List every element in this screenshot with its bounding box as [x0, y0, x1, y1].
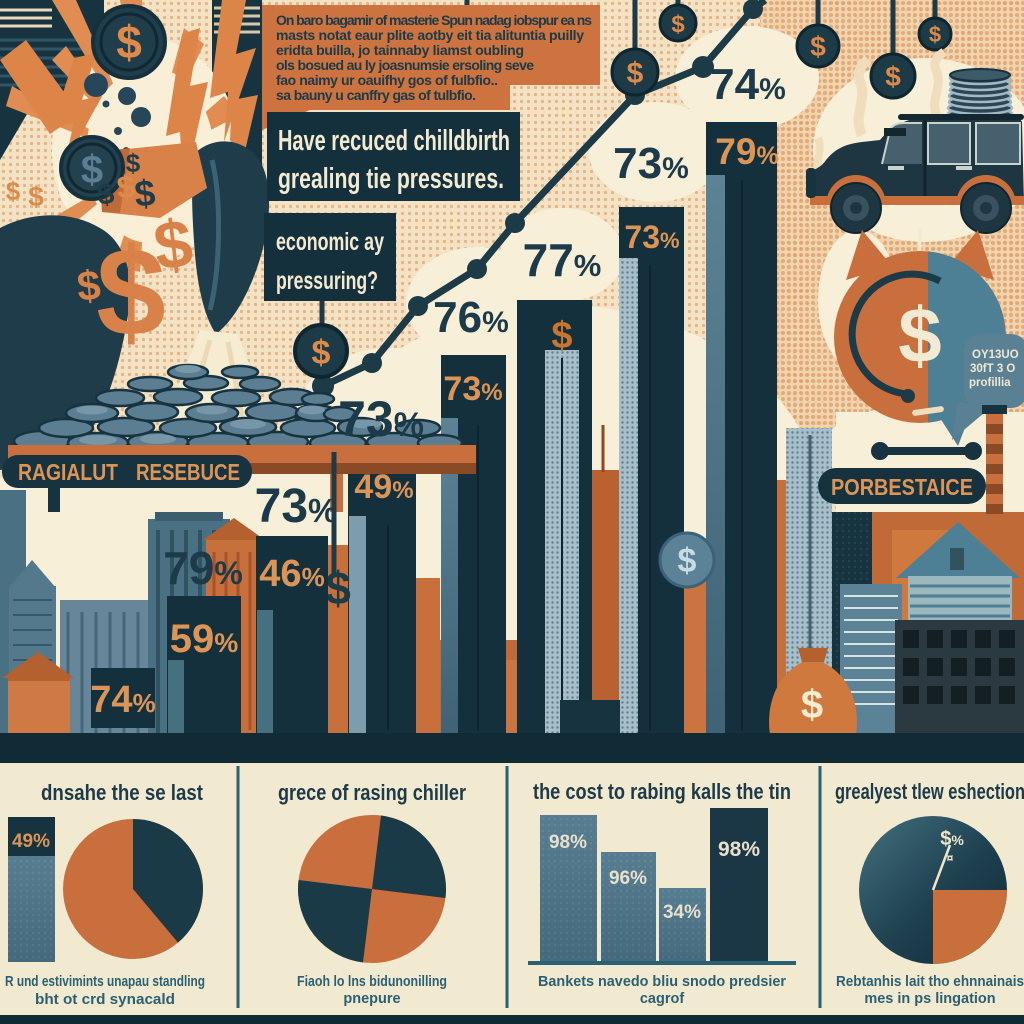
svg-text:$: $ — [885, 61, 901, 92]
svg-text:$: $ — [312, 334, 331, 372]
svg-text:79%: 79% — [715, 131, 778, 172]
svg-text:34%: 34% — [663, 902, 701, 923]
svg-text:$: $ — [115, 168, 137, 206]
svg-text:98%: 98% — [718, 838, 760, 861]
svg-text:eridta builla, jo tainnaby lia: eridta builla, jo tainnaby liamst oublin… — [276, 42, 524, 58]
svg-text:$: $ — [671, 11, 685, 38]
svg-text:Have recuced chilldbirth: Have recuced chilldbirth — [278, 125, 510, 157]
svg-text:$: $ — [75, 261, 102, 310]
svg-text:R und estivimints unapau stand: R und estivimints unapau standling — [5, 973, 205, 990]
svg-text:30fT 3 O: 30fT 3 O — [970, 363, 1015, 375]
svg-text:$: $ — [116, 16, 142, 68]
svg-text:98%: 98% — [549, 832, 587, 853]
svg-text:bht ot crd synacald: bht ot crd synacald — [35, 991, 175, 1008]
svg-text:ols bosued au ly joasnumsie er: ols bosued au ly joasnumsie ersoling sev… — [276, 57, 534, 73]
svg-text:49%: 49% — [12, 831, 50, 852]
svg-text:$: $ — [801, 683, 823, 727]
svg-text:$: $ — [810, 31, 826, 62]
svg-text:the cost to rabing kalls the t: the cost to rabing kalls the tin — [533, 779, 791, 804]
svg-text:$: $ — [81, 148, 103, 192]
svg-text:73%: 73% — [443, 370, 502, 408]
svg-text:pressuring?: pressuring? — [276, 267, 378, 295]
svg-text:RAGIALUT: RAGIALUT — [18, 459, 118, 485]
svg-text:$: $ — [6, 176, 21, 206]
svg-text:mes in ps lingation: mes in ps lingation — [864, 991, 995, 1007]
svg-text:$: $ — [929, 22, 941, 47]
svg-text:sa bauny u canffry gas of tulb: sa bauny u canffry gas of tulbfio. — [276, 87, 476, 103]
svg-text:Rebtanhis lait tho ehnnainais: Rebtanhis lait tho ehnnainais — [836, 973, 1024, 990]
svg-text:economic ay: economic ay — [276, 228, 384, 256]
svg-text:$: $ — [678, 542, 697, 580]
svg-text:RESEBUCE: RESEBUCE — [136, 459, 240, 485]
svg-text:grealing tie pressures.: grealing tie pressures. — [278, 163, 504, 195]
svg-text:$: $ — [551, 315, 572, 357]
svg-text:dnsahe the se last: dnsahe the se last — [41, 780, 204, 805]
svg-text:$: $ — [126, 148, 141, 178]
svg-text:masts notat eaur plite aotby e: masts notat eaur plite aotby eit tia ali… — [276, 27, 584, 43]
svg-text:$: $ — [133, 172, 157, 215]
svg-text:On baro bagamir of masterie Sp: On baro bagamir of masterie Spun nadag i… — [276, 12, 592, 28]
svg-text:grealyest tlew eshection: grealyest tlew eshection — [835, 779, 1024, 804]
svg-text:fao naimy ur oauifhy gos of fu: fao naimy ur oauifhy gos of fulbfio.. — [276, 72, 498, 88]
svg-text:96%: 96% — [609, 868, 647, 889]
svg-text:PORBESTAICE: PORBESTAICE — [831, 474, 973, 500]
svg-text:$: $ — [28, 181, 44, 212]
svg-text:cagrof: cagrof — [640, 991, 684, 1007]
svg-text:profillia: profillia — [969, 377, 1011, 389]
svg-text:Bankets navedo bliu snodo pred: Bankets navedo bliu snodo predsier — [538, 973, 786, 990]
svg-text:$: $ — [95, 177, 116, 212]
svg-text:¤: ¤ — [947, 851, 954, 865]
svg-text:OY13UO: OY13UO — [972, 349, 1019, 361]
svg-text:49%: 49% — [354, 468, 413, 506]
svg-text:$: $ — [96, 223, 166, 362]
svg-text:$: $ — [898, 291, 941, 379]
svg-text:pnepure: pnepure — [343, 991, 400, 1007]
svg-text:$: $ — [150, 205, 197, 285]
svg-text:Fiaoh lo lns bidunonilling: Fiaoh lo lns bidunonilling — [297, 973, 447, 990]
svg-text:grece of rasing chiller: grece of rasing chiller — [278, 780, 466, 805]
svg-text:$%: $% — [940, 828, 964, 850]
svg-text:$: $ — [325, 562, 351, 614]
svg-text:$: $ — [627, 57, 644, 90]
